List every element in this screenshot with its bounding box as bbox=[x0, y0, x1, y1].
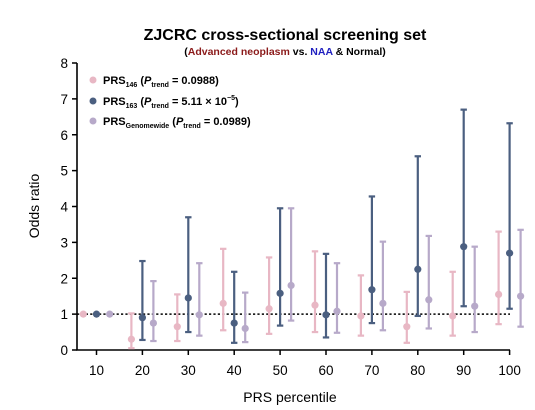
point-prs163 bbox=[460, 243, 468, 251]
point-prs-genomewide bbox=[241, 324, 249, 333]
point-prs-genomewide bbox=[287, 281, 295, 290]
point-prs-genomewide bbox=[106, 310, 114, 318]
subtitle-open: ( bbox=[184, 46, 188, 58]
point-prs163 bbox=[230, 319, 238, 327]
point-prs146 bbox=[311, 301, 319, 309]
legend-item-prs163: PRS163 (Ptrend = 5.11 × 10−5) bbox=[89, 95, 239, 110]
legend-label-prs163: PRS163 (Ptrend = 5.11 × 10−5) bbox=[103, 95, 239, 110]
subtitle-normal: & Normal) bbox=[333, 46, 386, 58]
y-tick-label: 5 bbox=[60, 164, 68, 179]
x-tick-label: 60 bbox=[318, 363, 333, 378]
legend-item-prs-genomewide: PRSGenomewide (Ptrend = 0.0989) bbox=[89, 116, 251, 130]
x-tick-label: 50 bbox=[273, 363, 288, 378]
subtitle-advanced-neoplasm: Advanced neoplasm bbox=[188, 46, 290, 58]
legend: PRS146 (Ptrend = 0.0988) PRS163 (Ptrend … bbox=[89, 75, 251, 130]
point-prs163 bbox=[184, 294, 192, 302]
x-tick-label: 80 bbox=[410, 363, 425, 378]
point-prs-genomewide bbox=[517, 292, 525, 300]
point-prs163 bbox=[276, 289, 284, 297]
point-prs-genomewide bbox=[149, 319, 157, 327]
y-tick-label: 4 bbox=[60, 200, 68, 215]
y-tick-label: 0 bbox=[60, 343, 68, 358]
legend-label-prs146: PRS146 (Ptrend = 0.0988) bbox=[103, 75, 219, 89]
point-prs146 bbox=[219, 299, 227, 307]
x-ticks: 10 20 30 40 50 60 70 80 90 100 bbox=[89, 350, 521, 378]
y-axis-label: Odds ratio bbox=[26, 173, 42, 238]
x-tick-label: 20 bbox=[135, 363, 150, 378]
legend-label-prs-genomewide: PRSGenomewide (Ptrend = 0.0989) bbox=[103, 116, 251, 130]
point-prs163 bbox=[92, 310, 101, 318]
point-prs146 bbox=[357, 312, 365, 320]
point-prs-genomewide bbox=[195, 311, 203, 319]
legend-item-prs146: PRS146 (Ptrend = 0.0988) bbox=[89, 75, 219, 89]
point-prs146 bbox=[79, 310, 87, 318]
y-tick-label: 1 bbox=[60, 307, 68, 322]
chart-title: ZJCRC cross-sectional screening set bbox=[144, 27, 427, 44]
point-prs-genomewide bbox=[471, 302, 479, 310]
data-marks bbox=[79, 108, 525, 350]
point-prs163 bbox=[138, 314, 146, 322]
y-tick-label: 6 bbox=[60, 128, 68, 143]
subtitle-vs: vs. bbox=[290, 46, 310, 58]
point-prs146 bbox=[265, 305, 273, 313]
x-tick-label: 30 bbox=[181, 363, 196, 378]
x-tick-label: 100 bbox=[498, 363, 521, 378]
legend-marker-prs146 bbox=[89, 76, 97, 84]
point-prs163 bbox=[506, 249, 514, 257]
point-prs-genomewide bbox=[333, 307, 341, 315]
subtitle-naa: NAA bbox=[310, 46, 333, 58]
point-prs146 bbox=[403, 323, 411, 331]
point-prs146 bbox=[173, 323, 181, 331]
point-prs-genomewide bbox=[379, 299, 387, 307]
legend-marker-prs163 bbox=[89, 97, 97, 105]
x-tick-label: 40 bbox=[227, 363, 242, 378]
point-prs163 bbox=[414, 265, 422, 273]
x-tick-label: 90 bbox=[456, 363, 471, 378]
point-prs-genomewide bbox=[425, 296, 433, 304]
y-ticks: 0 1 2 3 4 5 6 7 8 bbox=[60, 56, 77, 358]
point-prs146 bbox=[449, 312, 457, 320]
chart-subtitle: (Advanced neoplasm vs. NAA & Normal) bbox=[184, 46, 386, 58]
point-prs146 bbox=[495, 290, 503, 298]
point-prs163 bbox=[322, 311, 330, 319]
x-tick-label: 10 bbox=[89, 363, 104, 378]
x-tick-label: 70 bbox=[364, 363, 379, 378]
point-prs163 bbox=[368, 286, 376, 294]
x-axis-label: PRS percentile bbox=[243, 389, 337, 405]
legend-marker-prs-genomewide bbox=[89, 117, 97, 125]
y-tick-label: 2 bbox=[60, 271, 68, 286]
y-tick-label: 3 bbox=[60, 235, 68, 250]
y-tick-label: 7 bbox=[60, 92, 68, 107]
point-prs146 bbox=[127, 335, 135, 343]
y-tick-label: 8 bbox=[60, 56, 68, 71]
